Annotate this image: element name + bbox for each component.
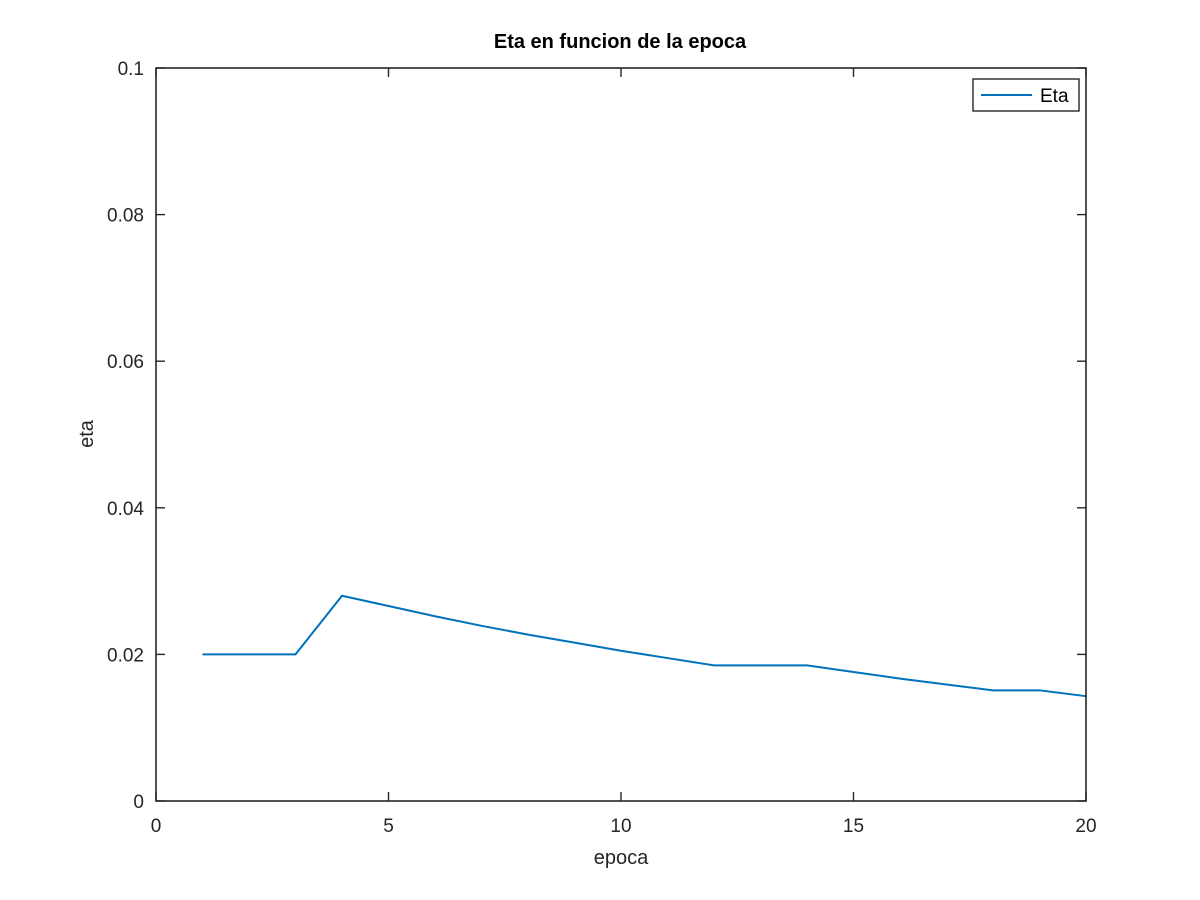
y-axis-label: eta	[76, 419, 98, 448]
x-tick-label: 0	[151, 816, 162, 837]
y-tick-label: 0	[133, 792, 144, 813]
y-axis-ticks: 0 0.02 0.04 0.06 0.08 0.1	[107, 59, 1086, 813]
chart-title: Eta en funcion de la epoca	[494, 31, 747, 53]
x-tick-label: 10	[610, 816, 631, 837]
x-tick-label: 20	[1075, 816, 1096, 837]
y-tick-label: 0.1	[118, 59, 144, 80]
series-line-eta	[202, 594, 1087, 698]
x-tick-label: 5	[383, 816, 394, 837]
plot-area: 0 5 10 15 20 0 0.02 0.04 0.06 0.08 0.1	[107, 59, 1097, 837]
x-axis-label: epoca	[594, 847, 649, 869]
y-tick-label: 0.04	[107, 499, 144, 520]
y-tick-label: 0.02	[107, 645, 144, 666]
series-layer	[202, 594, 1087, 698]
y-tick-label: 0.06	[107, 352, 144, 373]
legend: Eta	[972, 78, 1080, 112]
x-axis-ticks: 0 5 10 15 20	[151, 68, 1097, 837]
x-tick-label: 15	[843, 816, 864, 837]
y-tick-label: 0.08	[107, 206, 144, 227]
legend-label-eta: Eta	[1040, 86, 1069, 107]
